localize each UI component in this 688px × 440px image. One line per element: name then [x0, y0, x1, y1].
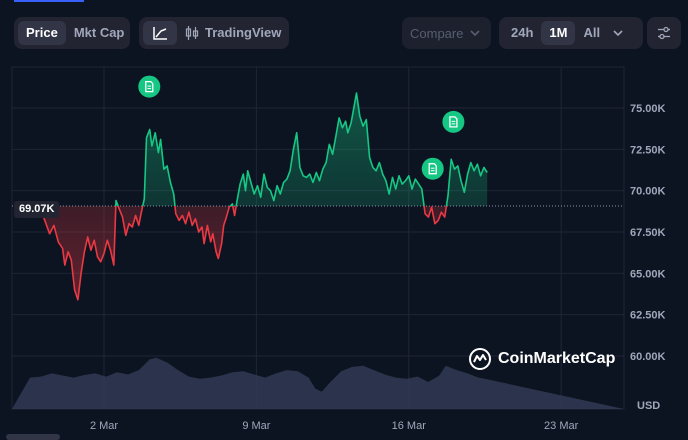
price-line	[29, 92, 488, 301]
price-line-up	[29, 92, 488, 207]
range-1m[interactable]: 1M	[541, 21, 576, 45]
event-markers	[138, 75, 465, 180]
grid-lines	[12, 67, 624, 409]
line-chart-button[interactable]	[143, 21, 177, 45]
y-axis: 75.00K 72.50K 70.00K 67.50K 65.00K 62.50K 60.0…	[630, 103, 666, 363]
y-tick-label: 62.50K	[630, 310, 666, 322]
y-tick-label: 70.00K	[630, 186, 666, 198]
chart-type-switch: TradingView	[139, 17, 289, 49]
document-icon	[428, 163, 437, 175]
candlestick-icon	[185, 26, 199, 40]
active-tab-indicator	[14, 0, 84, 2]
y-tick-label: 72.50K	[630, 144, 666, 156]
price-line-down	[30, 206, 448, 301]
timeline-scroll-handle[interactable]	[6, 434, 60, 440]
compare-label: Compare	[410, 25, 464, 41]
event-marker[interactable]	[138, 75, 161, 98]
x-tick-label: 9 Mar	[242, 420, 270, 432]
coinmarketcap-logo-icon	[469, 348, 491, 370]
price-fill-down	[29, 206, 488, 300]
line-chart-icon	[153, 27, 167, 40]
range-24h[interactable]: 24h	[511, 25, 534, 40]
document-icon	[145, 80, 154, 93]
price-fill-up	[29, 93, 488, 207]
range-dropdown[interactable]	[608, 21, 628, 45]
currency-label: USD	[637, 400, 661, 412]
market-cap-tab[interactable]: Mkt Cap	[73, 25, 125, 40]
current-price-badge: 69.07K	[14, 201, 60, 218]
x-tick-label: 2 Mar	[90, 420, 118, 432]
price-fill	[29, 93, 488, 300]
sliders-icon	[658, 26, 670, 40]
document-icon	[449, 116, 458, 128]
event-marker[interactable]	[442, 110, 465, 133]
x-tick-label: 16 Mar	[392, 420, 427, 432]
x-axis: 2 Mar 9 Mar 16 Mar 23 Mar	[90, 420, 579, 432]
y-tick-label: 65.00K	[630, 268, 666, 280]
tradingview-button[interactable]: TradingView	[177, 21, 289, 45]
coinmarketcap-watermark: CoinMarketCap	[468, 347, 615, 371]
tradingview-label: TradingView	[205, 25, 282, 40]
event-marker[interactable]	[421, 157, 444, 180]
chevron-down-icon	[613, 30, 623, 37]
volume-series	[12, 357, 624, 409]
y-tick-label: 60.00K	[630, 351, 666, 363]
range-switch: 24h 1M All	[499, 17, 643, 49]
watermark-text: CoinMarketCap	[498, 350, 616, 367]
y-tick-label: 75.00K	[630, 103, 666, 115]
y-tick-label: 67.50K	[630, 227, 666, 239]
price-tab[interactable]: Price	[18, 21, 66, 45]
metric-switch: Price Mkt Cap	[14, 17, 130, 49]
chevron-down-icon	[470, 30, 481, 37]
compare-dropdown[interactable]: Compare	[402, 17, 491, 49]
range-all[interactable]: All	[583, 25, 601, 40]
chart-settings-button[interactable]	[647, 17, 681, 49]
x-tick-label: 23 Mar	[544, 420, 579, 432]
volume-area	[12, 357, 624, 409]
